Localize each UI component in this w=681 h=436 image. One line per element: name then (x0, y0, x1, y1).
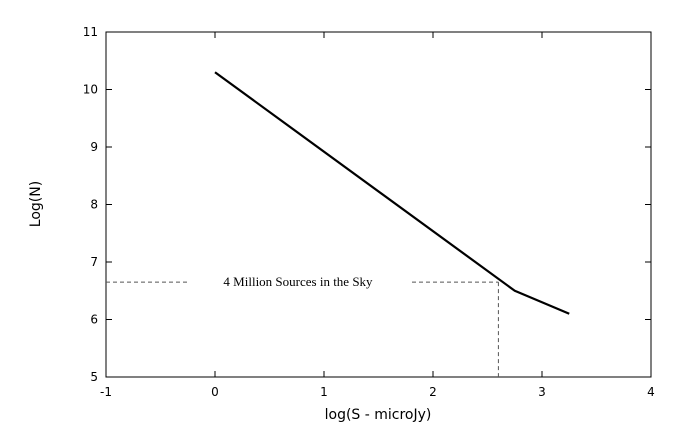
annotation-guides (106, 281, 499, 377)
x-tick-label: 3 (538, 385, 546, 399)
annotation-label: 4 Million Sources in the Sky (223, 274, 373, 289)
plot-frame (105, 31, 652, 378)
x-tick-label: 4 (647, 385, 655, 399)
x-tick-label: 1 (320, 385, 328, 399)
ticks: -1 0 1 2 3 4 5 6 7 8 9 10 11 (83, 25, 655, 399)
y-axis-label: Log(N) (28, 181, 44, 227)
x-axis-label: log(S - microJy) (325, 407, 432, 423)
x-tick-label: 0 (211, 385, 219, 399)
y-tick-label: 5 (90, 370, 98, 384)
x-tick-label: -1 (100, 385, 112, 399)
y-tick-label: 10 (83, 83, 98, 97)
y-tick-label: 8 (90, 198, 98, 212)
series (214, 71, 570, 315)
y-tick-label: 9 (90, 140, 98, 154)
x-tick-label: 2 (429, 385, 437, 399)
y-tick-label: 11 (83, 25, 98, 39)
series-line (214, 71, 570, 315)
y-tick-label: 6 (90, 313, 98, 327)
y-tick-label: 7 (90, 255, 98, 269)
